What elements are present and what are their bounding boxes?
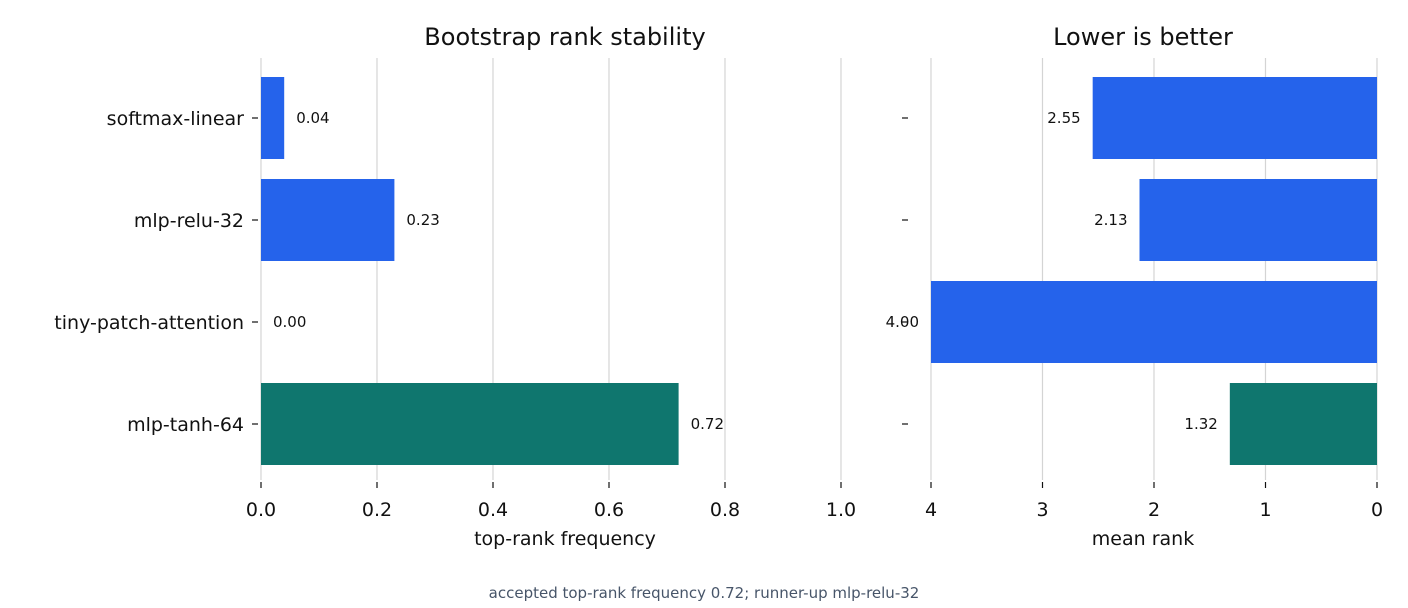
left-category-label-mlp-relu-32: mlp-relu-32: [134, 210, 244, 232]
right-x-tick-label-2: 2: [1148, 499, 1160, 521]
right-x-axis-label: mean rank: [1092, 528, 1194, 550]
left-data-label-mlp-relu-32: 0.23: [406, 211, 439, 229]
left-x-tick-label-0: 0.0: [246, 499, 276, 521]
left-x-tick-label-4: 0.8: [710, 499, 740, 521]
right-panel-mean-rank: 4 3 2 1 0 2.55 2.13 4.00 1.32 Lower is better m…: [886, 23, 1383, 550]
left-category-label-softmax-linear: softmax-linear: [107, 108, 245, 130]
right-data-label-mlp-relu-32: 2.13: [1094, 211, 1127, 229]
right-data-label-softmax-linear: 2.55: [1047, 109, 1080, 127]
right-bar-tiny-patch-attention: [931, 281, 1377, 363]
left-bars: [261, 77, 679, 465]
right-chart-title: Lower is better: [1053, 23, 1233, 51]
left-x-tick-label-5: 1.0: [826, 499, 856, 521]
right-bar-mlp-relu-32: [1139, 179, 1377, 261]
left-bar-mlp-tanh-64: [261, 383, 679, 465]
left-x-tick-label-3: 0.6: [594, 499, 624, 521]
left-x-axis: 0.0 0.2 0.4 0.6 0.8 1.0: [246, 482, 856, 521]
right-data-label-tiny-patch-attention: 4.00: [886, 313, 919, 331]
right-y-axis: [902, 117, 908, 425]
left-data-label-softmax-linear: 0.04: [296, 109, 329, 127]
right-x-tick-label-0: 4: [925, 499, 937, 521]
right-bar-mlp-tanh-64: [1229, 383, 1377, 465]
right-bars: [931, 77, 1377, 465]
right-x-tick-label-1: 3: [1036, 499, 1048, 521]
right-x-tick-label-3: 1: [1259, 499, 1271, 521]
left-x-axis-label: top-rank frequency: [474, 528, 656, 550]
left-data-label-tiny-patch-attention: 0.00: [273, 313, 306, 331]
footer-note: accepted top-rank frequency 0.72; runner…: [489, 584, 920, 602]
left-bar-mlp-relu-32: [261, 179, 395, 261]
left-category-label-tiny-patch-attention: tiny-patch-attention: [54, 312, 244, 334]
left-panel-rank-stability: softmax-linear mlp-relu-32 tiny-patch-atte…: [54, 23, 856, 550]
right-data-labels: 2.55 2.13 4.00 1.32: [886, 109, 1218, 433]
right-data-label-mlp-tanh-64: 1.32: [1184, 415, 1217, 433]
left-x-tick-label-2: 0.4: [478, 499, 508, 521]
left-bar-softmax-linear: [261, 77, 285, 159]
left-chart-title: Bootstrap rank stability: [424, 23, 705, 51]
left-data-label-mlp-tanh-64: 0.72: [691, 415, 724, 433]
right-x-axis: 4 3 2 1 0: [925, 482, 1383, 521]
left-data-labels: 0.04 0.23 0.00 0.72: [273, 109, 724, 433]
left-x-tick-label-1: 0.2: [362, 499, 392, 521]
left-category-label-mlp-tanh-64: mlp-tanh-64: [127, 414, 244, 436]
right-x-tick-label-4: 0: [1371, 499, 1383, 521]
right-bar-softmax-linear: [1092, 77, 1377, 159]
left-y-axis: softmax-linear mlp-relu-32 tiny-patch-atte…: [54, 108, 258, 436]
